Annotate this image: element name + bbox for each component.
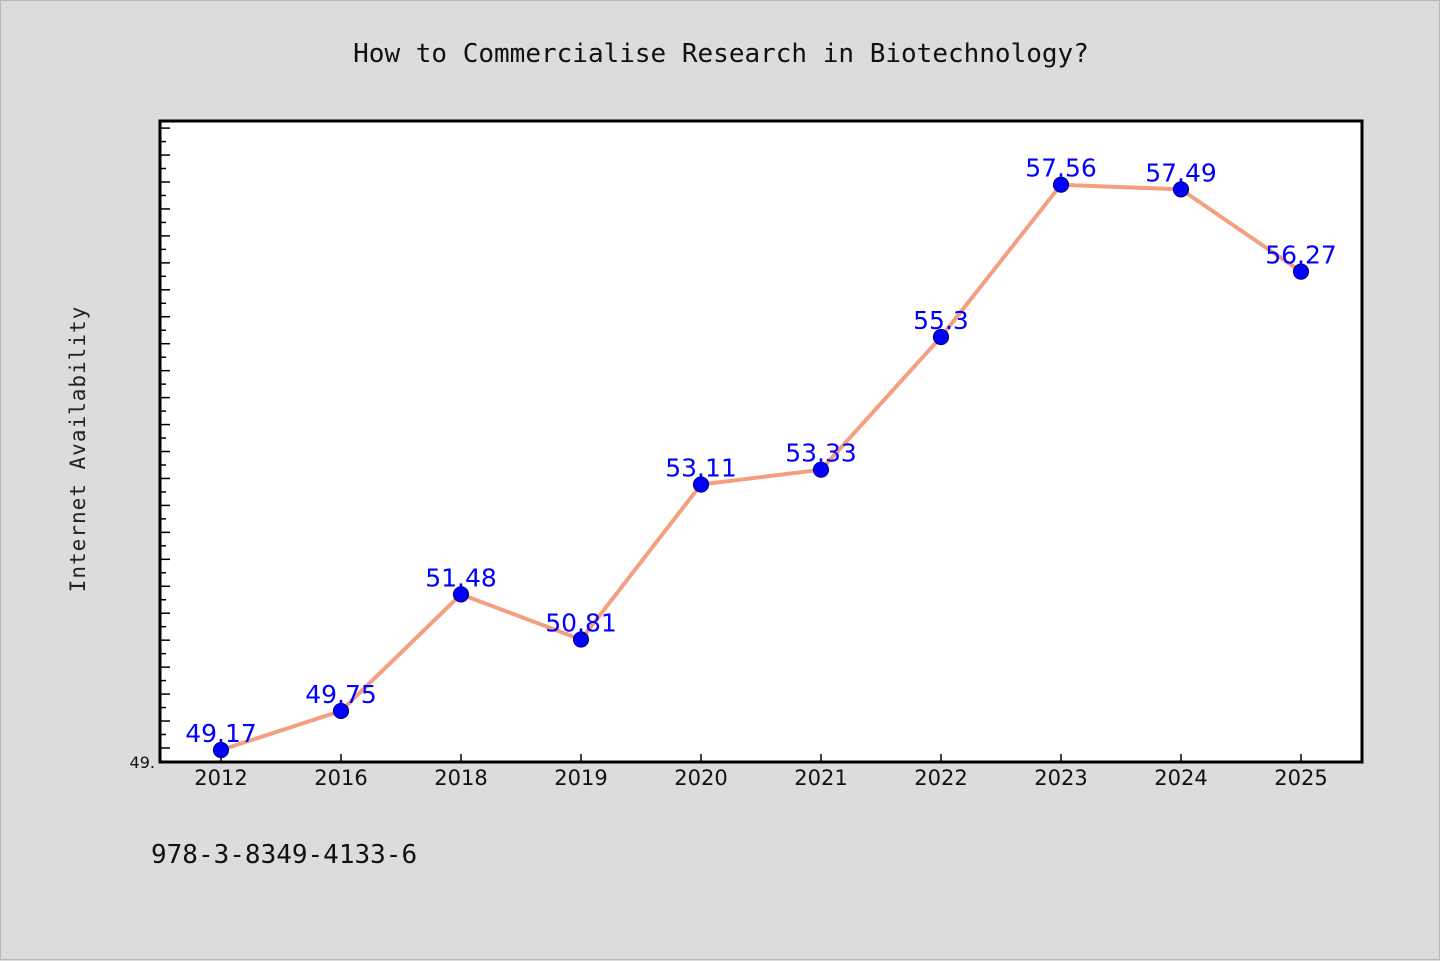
data-point [1292,263,1310,280]
chart-title: How to Commercialise Research in Biotech… [353,39,1089,69]
isbn-text: 978-3-8349-4133-6 [151,840,417,870]
x-tick-label: 2019 [554,766,607,790]
data-label: 56.27 [1265,241,1337,270]
series-layer: 49.17 49.75 51.48 50.81 53.11 53.33 55.3 57.56 5… [185,154,1337,759]
data-point [332,702,350,720]
data-point [572,631,590,648]
data-label: 49.75 [305,680,377,709]
x-tick-label: 2023 [1034,766,1087,790]
data-point [692,476,710,493]
x-tick-label: 2022 [914,766,967,790]
data-point [932,328,950,346]
data-label: 53.33 [785,439,857,468]
x-tick-label: 2016 [314,766,367,790]
x-tick-label: 2020 [674,766,727,790]
data-point [1052,176,1070,193]
y-axis-ticks [160,127,170,749]
data-point [812,461,830,478]
data-point [212,741,230,759]
x-tick-label: 2024 [1154,766,1207,790]
x-tick-label: 2025 [1274,766,1327,790]
plot-area [158,119,1364,764]
x-axis-ticks: 2012 2016 2018 2019 2020 2021 2022 2023 2024 2025 [194,754,1328,790]
data-label: 49.17 [185,719,257,748]
data-label: 57.56 [1025,154,1097,183]
x-tick-label: 2012 [194,766,247,790]
data-point [452,586,470,603]
data-label: 57.49 [1145,158,1217,187]
x-tick-label: 2021 [794,766,847,790]
data-label: 53.11 [665,454,737,483]
data-label: 51.48 [425,563,497,592]
y-axis-label: Internet Availability [66,306,90,593]
y-tick-label: 49. [130,753,155,772]
series-line [219,182,1303,752]
data-label: 55.3 [913,306,969,335]
data-point [1172,181,1190,198]
data-label: 50.81 [545,608,617,637]
x-tick-label: 2018 [434,766,487,790]
